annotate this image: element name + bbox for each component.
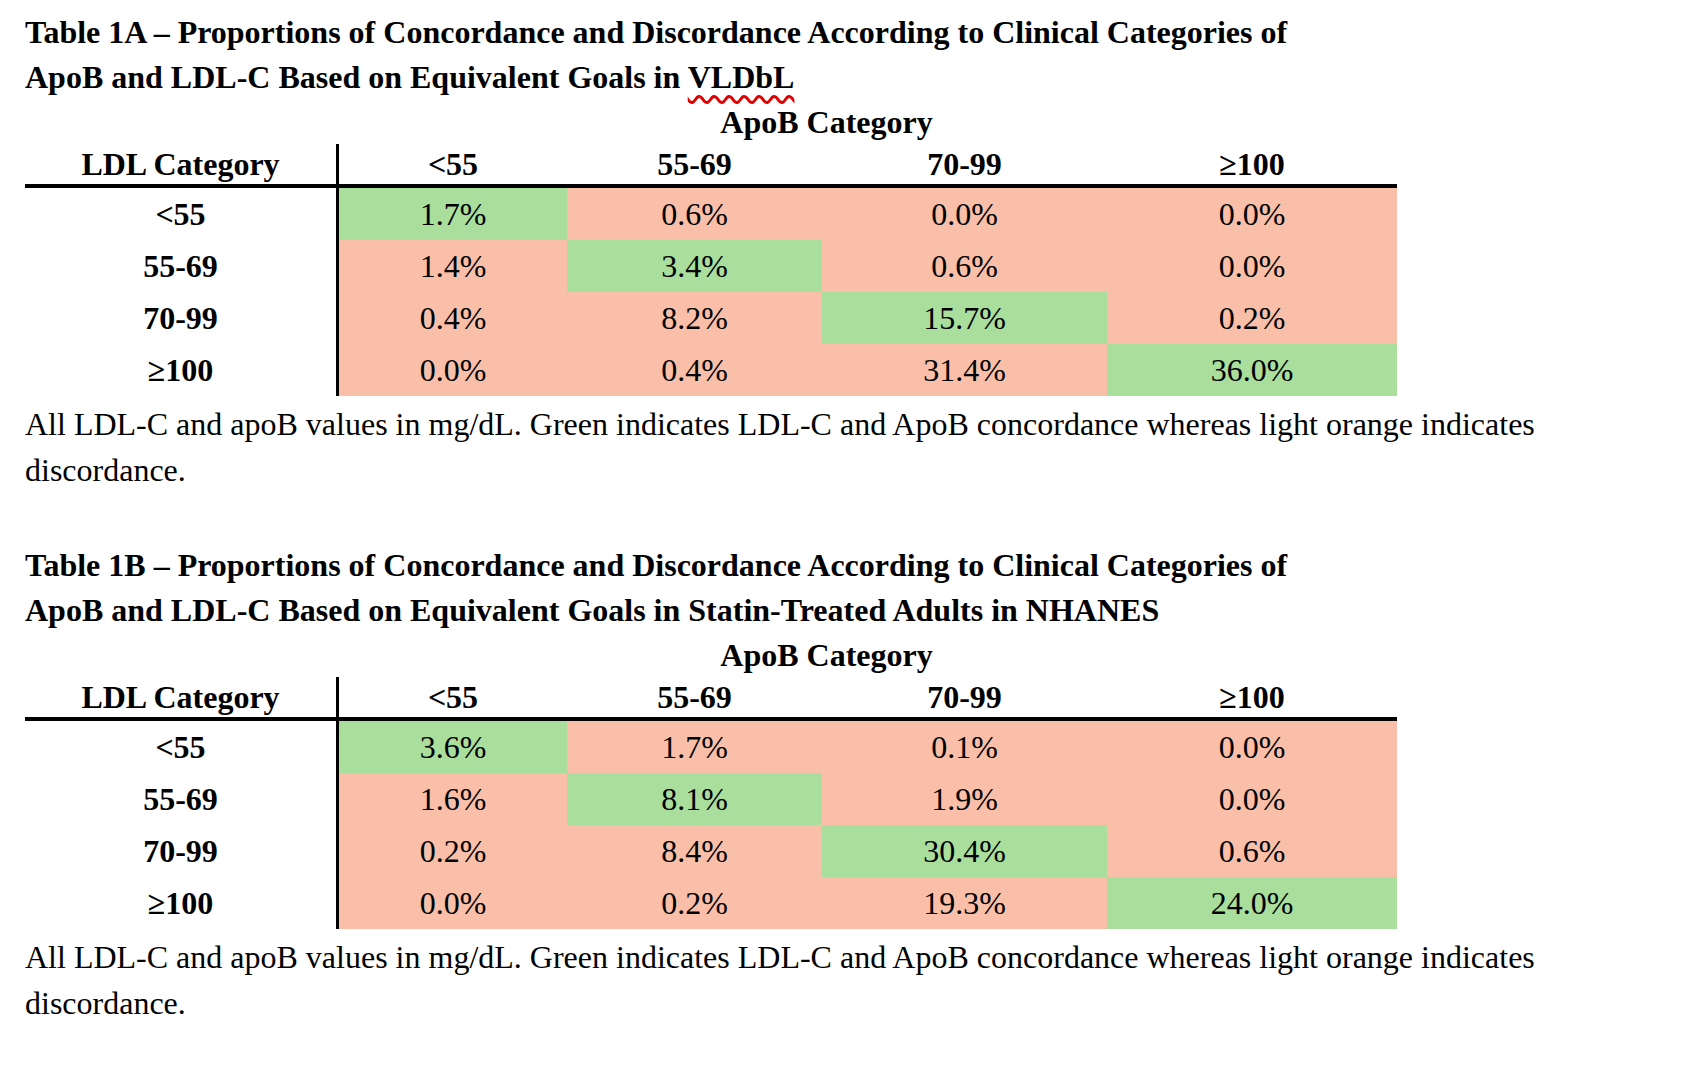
table-1a-row-header: LDL Category	[25, 144, 336, 188]
table-1a-cell-discordant: 0.0%	[822, 188, 1107, 240]
table-1b-section: Table 1B – Proportions of Concordance an…	[25, 543, 1665, 1026]
table-1a-column-header: ≥100	[1107, 144, 1397, 188]
table-1b-cell-discordant: 0.0%	[1107, 721, 1397, 773]
table-1a-cell-concordant: 15.7%	[822, 292, 1107, 344]
table-1b-footnote: All LDL-C and apoB values in mg/dL. Gree…	[25, 934, 1665, 1026]
table-1a-footnote: All LDL-C and apoB values in mg/dL. Gree…	[25, 401, 1665, 493]
table-1b-row-label: ≥100	[25, 877, 336, 929]
table-1a-cell-discordant: 1.4%	[336, 240, 567, 292]
table-1b-cell-concordant: 24.0%	[1107, 877, 1397, 929]
table-1a-row-label: <55	[25, 188, 336, 240]
table-1b-cell-discordant: 0.0%	[336, 877, 567, 929]
table-1b-cell-discordant: 1.7%	[567, 721, 822, 773]
table-1b-matrix: LDL Category <55 55-69 70-99 ≥100 <55 3.…	[25, 677, 1397, 929]
table-1a-cell-discordant: 0.6%	[567, 188, 822, 240]
table-1a-cell-discordant: 0.2%	[1107, 292, 1397, 344]
table-1b-title: Table 1B – Proportions of Concordance an…	[25, 543, 1665, 633]
table-1a-row-label: 70-99	[25, 292, 336, 344]
table-1a-title-line2: ApoB and LDL-C Based on Equivalent Goals…	[25, 55, 1665, 100]
table-1a-cell-discordant: 0.4%	[336, 292, 567, 344]
table-1b-cell-discordant: 1.6%	[336, 773, 567, 825]
table-1a-column-header: 70-99	[822, 144, 1107, 188]
table-1b-cell-discordant: 0.2%	[336, 825, 567, 877]
table-1a-column-header: 55-69	[567, 144, 822, 188]
table-1a-cell-concordant: 1.7%	[336, 188, 567, 240]
table-1a-section: Table 1A – Proportions of Concordance an…	[25, 10, 1665, 493]
table-1b-cell-discordant: 1.9%	[822, 773, 1107, 825]
table-1b-col-group-header: ApoB Category	[336, 633, 1317, 677]
table-1b-cell-concordant: 8.1%	[567, 773, 822, 825]
table-1a-cell-discordant: 31.4%	[822, 344, 1107, 396]
table-1a-title-line1: Table 1A – Proportions of Concordance an…	[25, 10, 1665, 55]
table-1b-title-line1: Table 1B – Proportions of Concordance an…	[25, 543, 1665, 588]
table-1a-cell-concordant: 36.0%	[1107, 344, 1397, 396]
table-1b-cell-discordant: 0.1%	[822, 721, 1107, 773]
table-1b-cell-discordant: 0.6%	[1107, 825, 1397, 877]
table-1a-cell-discordant: 0.0%	[1107, 240, 1397, 292]
table-1a-col-group-header: ApoB Category	[336, 100, 1317, 144]
table-1b-cell-discordant: 0.0%	[1107, 773, 1397, 825]
table-1b-column-header: ≥100	[1107, 677, 1397, 721]
table-1a-cell-discordant: 0.0%	[1107, 188, 1397, 240]
table-1a-row-label: ≥100	[25, 344, 336, 396]
table-1b-cell-concordant: 3.6%	[336, 721, 567, 773]
table-1b-row-label: <55	[25, 721, 336, 773]
table-1a-cell-discordant: 8.2%	[567, 292, 822, 344]
misspelled-word: VLDbL	[688, 59, 795, 95]
table-1b-cell-concordant: 30.4%	[822, 825, 1107, 877]
table-1a-cell-discordant: 0.6%	[822, 240, 1107, 292]
table-1b-row-label: 70-99	[25, 825, 336, 877]
table-1a-matrix: LDL Category <55 55-69 70-99 ≥100 <55 1.…	[25, 144, 1397, 396]
table-1b-column-header: 55-69	[567, 677, 822, 721]
table-1a-row-label: 55-69	[25, 240, 336, 292]
table-1b-cell-discordant: 19.3%	[822, 877, 1107, 929]
table-1b-cell-discordant: 8.4%	[567, 825, 822, 877]
table-1a-title-line2-text: ApoB and LDL-C Based on Equivalent Goals…	[25, 59, 688, 95]
table-1a-cell-discordant: 0.4%	[567, 344, 822, 396]
table-1b-cell-discordant: 0.2%	[567, 877, 822, 929]
table-1b-title-line2: ApoB and LDL-C Based on Equivalent Goals…	[25, 588, 1665, 633]
table-1b-column-header: <55	[336, 677, 567, 721]
table-1a-title: Table 1A – Proportions of Concordance an…	[25, 10, 1665, 100]
table-1b-column-header: 70-99	[822, 677, 1107, 721]
table-1a-cell-discordant: 0.0%	[336, 344, 567, 396]
table-1a-cell-concordant: 3.4%	[567, 240, 822, 292]
table-1b-row-header: LDL Category	[25, 677, 336, 721]
table-1b-row-label: 55-69	[25, 773, 336, 825]
table-1a-column-header: <55	[336, 144, 567, 188]
